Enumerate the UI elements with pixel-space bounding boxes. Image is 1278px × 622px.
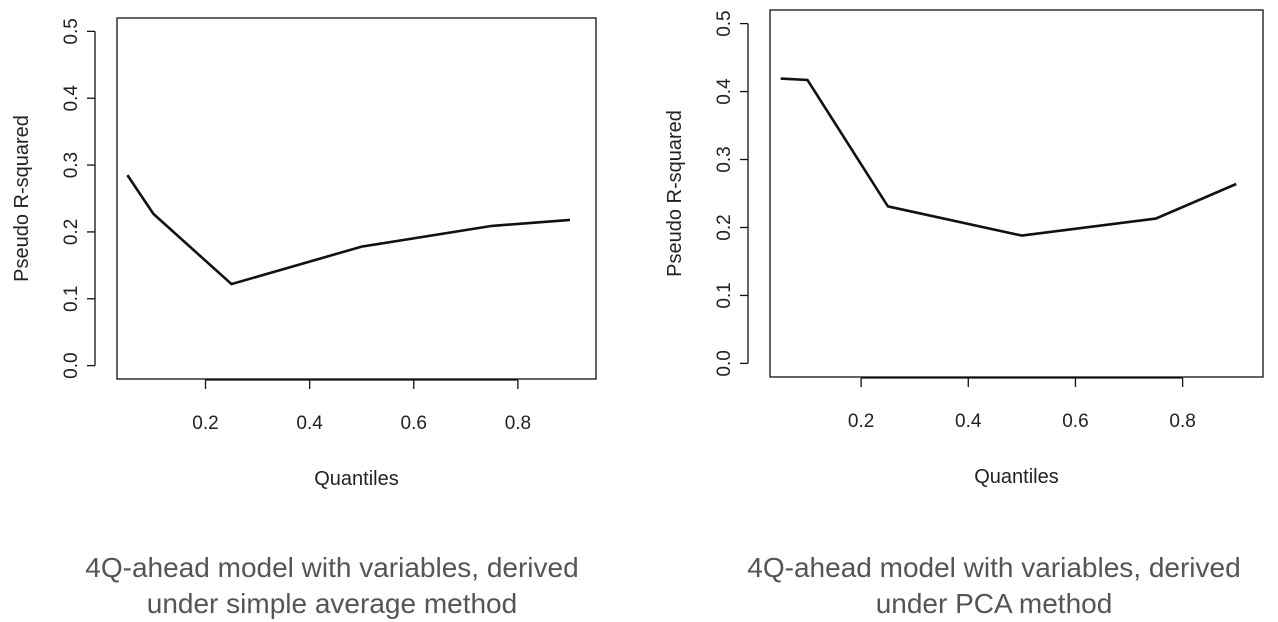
right-y-tick-label: 0.2 — [714, 214, 735, 240]
left-y-tick-label: 0.2 — [61, 219, 82, 245]
left-x-tick-label: 0.4 — [296, 413, 323, 434]
right-y-tick-label: 0.1 — [714, 282, 735, 308]
left-y-axis-title: Pseudo R-squared — [11, 115, 33, 282]
right-caption-line-1: 4Q-ahead model with variables, derived — [747, 552, 1241, 583]
left-y-tick-label: 0.0 — [61, 352, 82, 378]
left-x-tick-label: 0.2 — [192, 413, 218, 434]
left-caption-line-2: under simple average method — [146, 588, 518, 619]
right-x-axis-title: Quantiles — [974, 466, 1059, 488]
left-x-axis-title: Quantiles — [314, 468, 399, 490]
left-x-tick-label: 0.6 — [401, 413, 427, 434]
right-series-line — [780, 77, 1237, 237]
right-y-axis-title: Pseudo R-squared — [664, 110, 686, 277]
right-y-tick-label: 0.4 — [714, 78, 735, 105]
right-y-tick-label: 0.0 — [714, 350, 735, 376]
left-plot-frame — [116, 17, 597, 380]
right-y-tick-label: 0.5 — [714, 10, 735, 36]
right-x-tick-label: 0.2 — [848, 411, 874, 432]
left-series-line — [126, 174, 571, 286]
left-y-tick-label: 0.5 — [61, 18, 82, 44]
right-x-tick-label: 0.8 — [1169, 411, 1195, 432]
right-chart-caption: 4Q-ahead model with variables, derived u… — [714, 550, 1274, 622]
right-x-tick-label: 0.4 — [955, 411, 982, 432]
left-y-tick-label: 0.3 — [61, 152, 82, 178]
left-chart-caption: 4Q-ahead model with variables, derived u… — [52, 550, 612, 622]
left-y-tick-label: 0.1 — [61, 286, 82, 312]
left-x-tick-label: 0.8 — [505, 413, 531, 434]
right-caption-line-2: under PCA method — [875, 588, 1113, 619]
right-y-tick-label: 0.3 — [714, 146, 735, 172]
right-x-tick-label: 0.6 — [1062, 411, 1088, 432]
left-caption-line-1: 4Q-ahead model with variables, derived — [85, 552, 579, 583]
left-y-tick-label: 0.4 — [61, 85, 82, 112]
right-plot-frame — [769, 9, 1264, 378]
